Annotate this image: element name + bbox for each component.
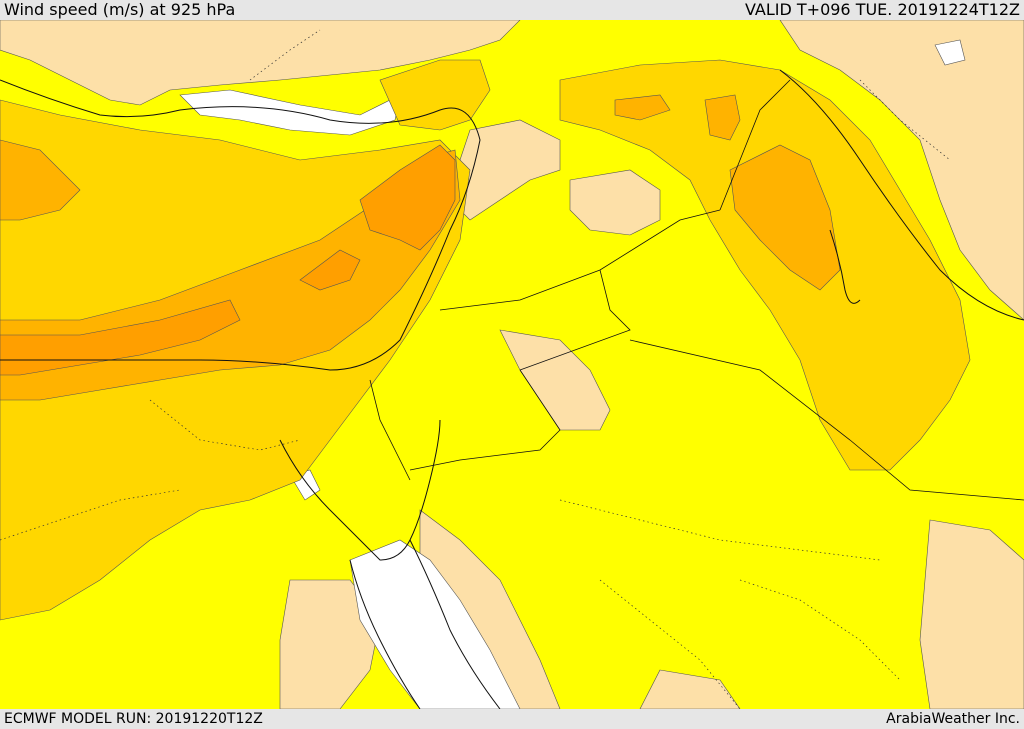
higher-wind-east-med bbox=[0, 139, 81, 221]
credit: ArabiaWeather Inc. bbox=[886, 711, 1020, 727]
map-title: Wind speed (m/s) at 925 hPa bbox=[4, 0, 236, 19]
admin-borders bbox=[0, 29, 951, 709]
high-wind-iraq bbox=[559, 59, 971, 471]
map-header: Wind speed (m/s) at 925 hPa VALID T+096 … bbox=[0, 0, 1024, 20]
very-low-wind-aegean bbox=[179, 89, 401, 136]
highest-wind-cyprus-east bbox=[299, 249, 361, 291]
high-wind-turkey-coast bbox=[379, 59, 491, 131]
model-run: ECMWF MODEL RUN: 20191220T12Z bbox=[4, 711, 263, 727]
highest-wind-levant-coast bbox=[359, 144, 456, 251]
higher-wind-syria-patch bbox=[614, 94, 671, 121]
higher-wind-iraq-core bbox=[729, 144, 841, 291]
highest-wind-med-band bbox=[0, 299, 241, 376]
low-wind-east-saudi bbox=[919, 519, 1024, 709]
valid-time: VALID T+096 TUE. 20191224T12Z bbox=[744, 0, 1020, 19]
low-wind-syria bbox=[569, 169, 661, 236]
political-borders bbox=[369, 79, 1024, 501]
very-low-wind-caspian bbox=[934, 39, 966, 66]
wind-speed-map bbox=[0, 20, 1024, 709]
low-wind-north-turkey bbox=[0, 20, 521, 106]
coastlines bbox=[0, 69, 1024, 709]
higher-wind-iraq-north bbox=[704, 94, 741, 141]
map-canvas bbox=[0, 20, 1024, 709]
low-wind-hejaz bbox=[639, 669, 741, 709]
low-wind-caucasus bbox=[779, 20, 1024, 321]
map-footer: ECMWF MODEL RUN: 20191220T12Z ArabiaWeat… bbox=[0, 709, 1024, 729]
